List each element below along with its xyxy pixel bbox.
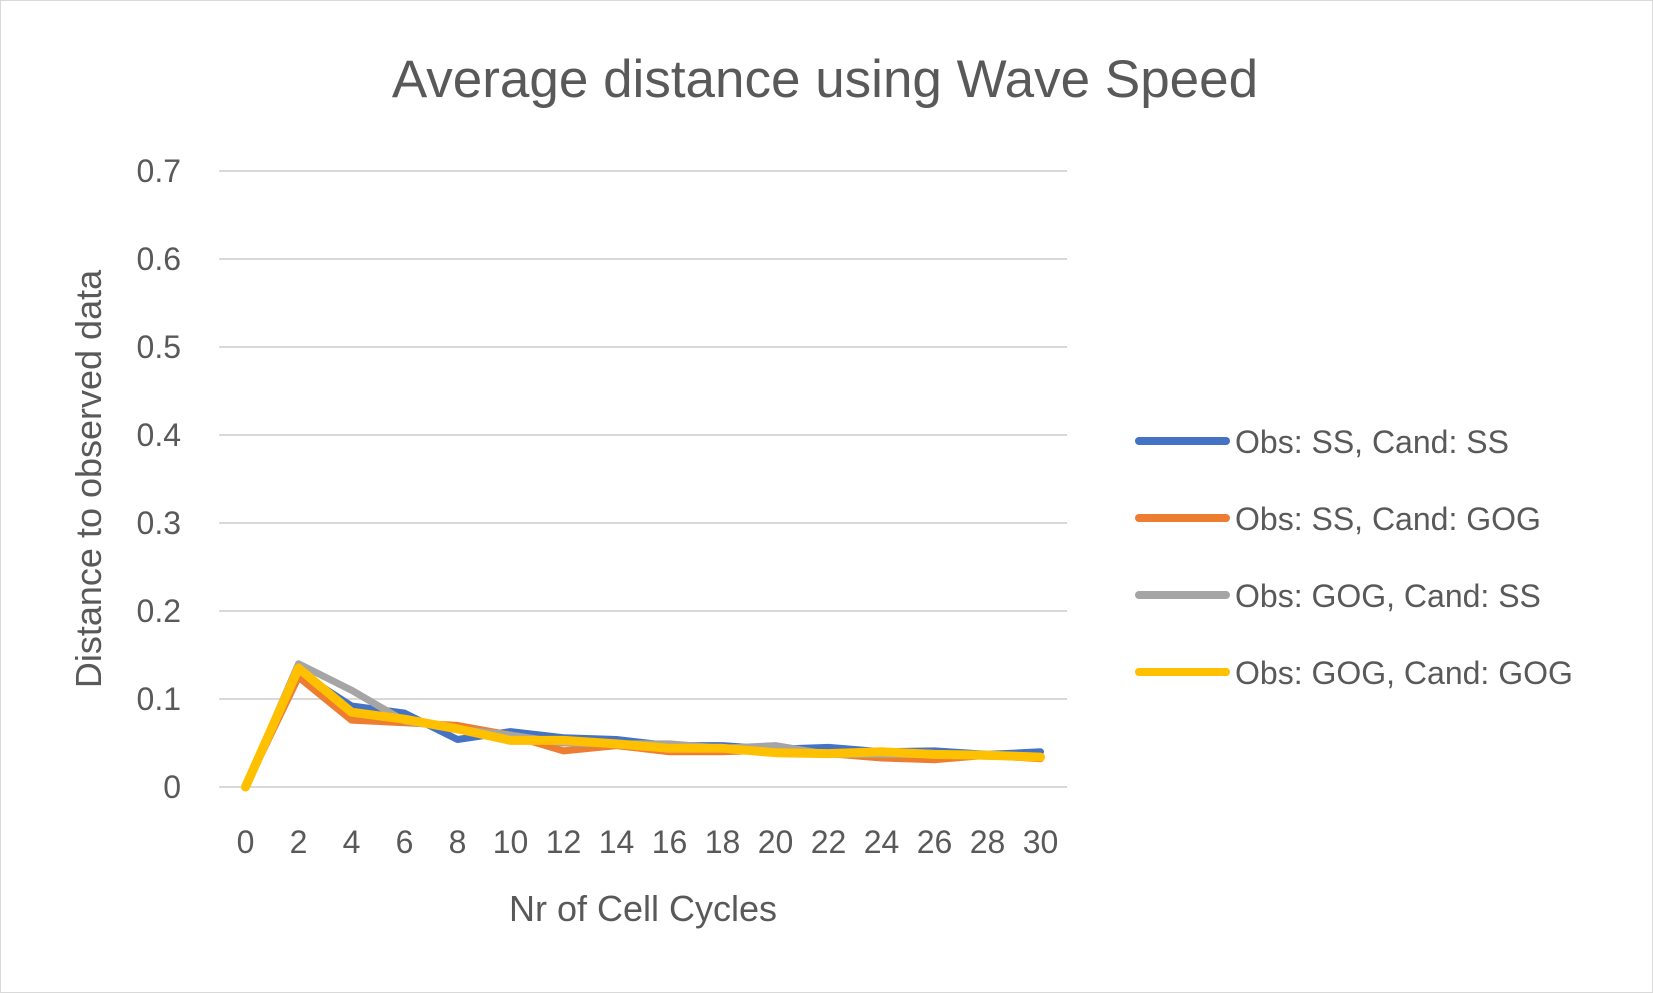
legend-label: Obs: GOG, Cand: SS <box>1235 578 1541 614</box>
y-tick-label: 0.5 <box>137 329 181 365</box>
y-axis-ticks: 0 0.1 0.2 0.3 0.4 0.5 0.6 0.7 <box>137 153 181 805</box>
series-line <box>242 660 1044 791</box>
x-tick-label: 12 <box>546 824 582 860</box>
legend-label: Obs: SS, Cand: SS <box>1235 424 1509 460</box>
x-tick-label: 2 <box>290 824 308 860</box>
x-tick-label: 28 <box>970 824 1006 860</box>
series-lines <box>241 660 1045 792</box>
y-axis-label: Distance to observed data <box>68 269 109 688</box>
y-tick-label: 0 <box>163 769 181 805</box>
y-tick-label: 0.1 <box>137 681 181 717</box>
series-line <box>241 663 1045 792</box>
y-tick-label: 0.2 <box>137 593 181 629</box>
y-tick-label: 0.4 <box>137 417 181 453</box>
series-line <box>242 668 1044 791</box>
x-tick-label: 8 <box>449 824 467 860</box>
x-tick-label: 0 <box>237 824 255 860</box>
legend-item: Obs: GOG, Cand: GOG <box>1135 655 1573 691</box>
x-tick-label: 4 <box>343 824 361 860</box>
x-axis-ticks: 0 2 4 6 8 10 12 14 16 18 20 22 24 26 28 30 <box>237 824 1059 860</box>
y-tick-label: 0.3 <box>137 505 181 541</box>
x-tick-label: 16 <box>652 824 688 860</box>
legend-item: Obs: SS, Cand: SS <box>1135 424 1509 460</box>
x-tick-label: 14 <box>599 824 635 860</box>
legend: Obs: SS, Cand: SS Obs: SS, Cand: GOG Obs: … <box>1135 424 1573 691</box>
y-tick-label: 0.7 <box>137 153 181 189</box>
gridlines <box>219 170 1067 788</box>
x-tick-label: 24 <box>864 824 900 860</box>
legend-label: Obs: GOG, Cand: GOG <box>1235 655 1573 691</box>
legend-item: Obs: SS, Cand: GOG <box>1135 501 1541 537</box>
x-tick-label: 20 <box>758 824 794 860</box>
x-tick-label: 6 <box>396 824 414 860</box>
x-tick-label: 26 <box>917 824 953 860</box>
x-tick-label: 18 <box>705 824 741 860</box>
x-tick-label: 10 <box>493 824 529 860</box>
y-tick-label: 0.6 <box>137 241 181 277</box>
legend-item: Obs: GOG, Cand: SS <box>1135 578 1541 614</box>
x-tick-label: 30 <box>1023 824 1059 860</box>
chart-title: Average distance using Wave Speed <box>392 50 1258 109</box>
x-axis-label: Nr of Cell Cycles <box>509 888 777 929</box>
series-line <box>242 673 1044 791</box>
legend-label: Obs: SS, Cand: GOG <box>1235 501 1541 537</box>
x-tick-label: 22 <box>811 824 847 860</box>
